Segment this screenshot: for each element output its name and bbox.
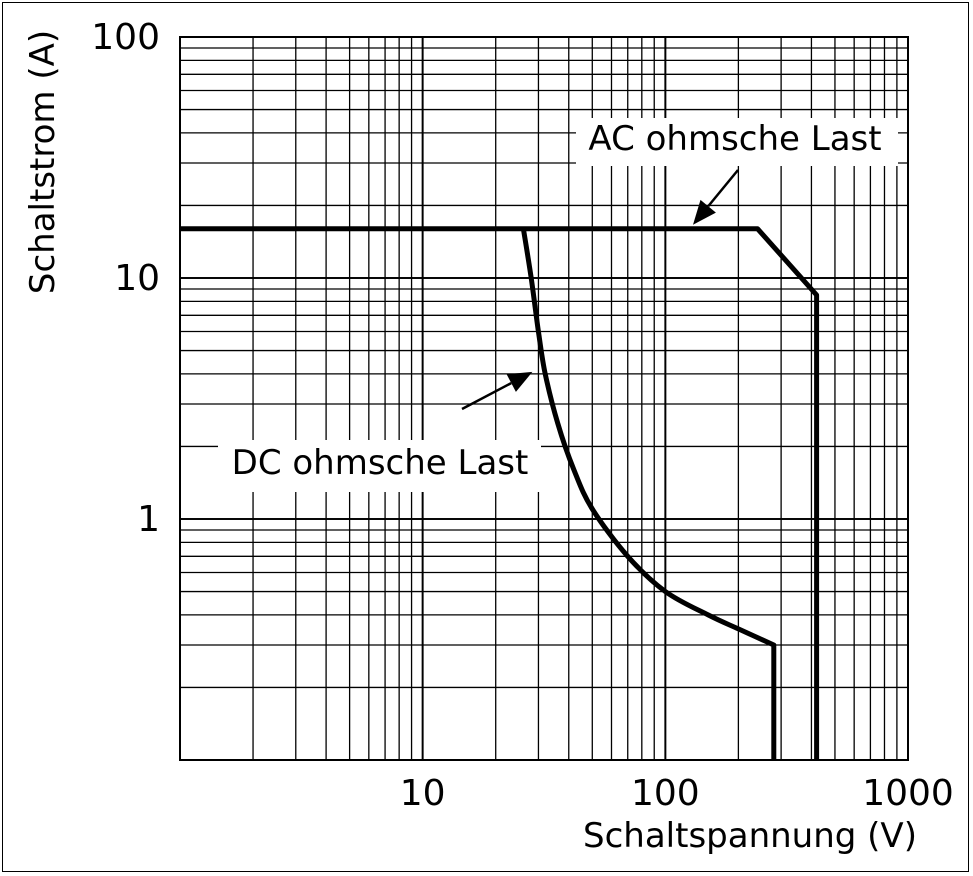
dc-series-line: [520, 228, 777, 760]
annotation-arrow-head: [506, 371, 533, 392]
y-axis-title: Schaltstrom (A): [23, 30, 63, 294]
annotation-box: [576, 118, 898, 166]
x-tick-label: 10: [400, 773, 446, 814]
ac-series-line: [180, 226, 820, 760]
annotation-arrow-shaft: [461, 381, 512, 411]
y-tick-label: 100: [91, 17, 160, 58]
series-group: [180, 226, 820, 760]
y-tick-label: 1: [137, 499, 160, 540]
annotation-arrow-head: [693, 199, 716, 225]
dc-annotation-label: DC ohmsche Last: [232, 443, 529, 483]
label-group: 10 100 1000 100 10 1 Schaltspannung (V) Schalts…: [23, 17, 954, 856]
y-tick-label: 10: [114, 258, 160, 299]
plot-border: [179, 36, 909, 761]
x-tick-label: 1000: [862, 773, 954, 814]
annotation-box: [218, 440, 541, 492]
x-tick-label: 100: [631, 773, 700, 814]
x-axis-title: Schaltspannung (V): [583, 816, 917, 856]
ac-annotation-label: AC ohmsche Last: [588, 119, 881, 159]
annotation-arrow-shaft: [707, 169, 739, 208]
